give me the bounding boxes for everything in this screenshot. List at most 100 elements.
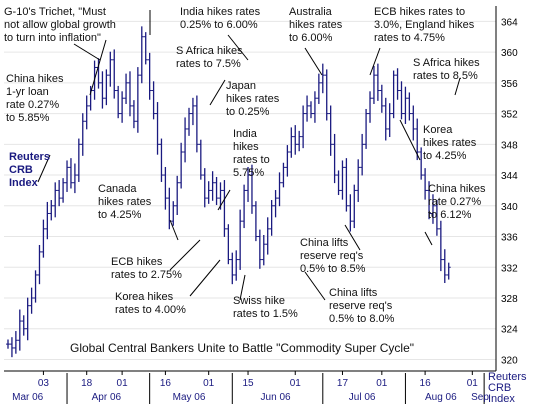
annotation-text: China hikes 1-yr loan rate 0.27% to 5.85% bbox=[6, 73, 64, 124]
price-bar bbox=[337, 170, 341, 195]
annotation-text: Japan hikes rates to 0.25% bbox=[226, 80, 280, 118]
price-bar bbox=[325, 69, 329, 120]
y-tick-label: 356 bbox=[501, 79, 518, 90]
price-bar bbox=[297, 131, 301, 151]
price-bar bbox=[112, 49, 116, 98]
price-bar bbox=[392, 71, 396, 119]
y-tick-label: 344 bbox=[501, 171, 518, 182]
x-tick-label: 16 bbox=[420, 378, 432, 389]
x-tick-label: 15 bbox=[242, 378, 254, 389]
price-bar bbox=[376, 64, 380, 101]
annotation-leader bbox=[170, 240, 200, 270]
y-tick-labels: 320324328332336340344348352356360364 bbox=[501, 17, 518, 366]
price-bar bbox=[226, 224, 230, 264]
price-bar bbox=[163, 167, 167, 210]
month-label: May 06 bbox=[173, 392, 206, 403]
price-bar bbox=[368, 91, 372, 123]
annotation-leader bbox=[425, 232, 432, 245]
y-tick-label: 364 bbox=[501, 17, 518, 28]
y-tick-label: 360 bbox=[501, 48, 518, 59]
price-bar bbox=[57, 180, 61, 206]
annotation-text: Korea hikes rates to 4.00% bbox=[115, 291, 186, 316]
price-bar bbox=[61, 178, 65, 203]
price-bar bbox=[97, 58, 101, 88]
price-bar bbox=[156, 102, 160, 155]
y-tick-label: 328 bbox=[501, 294, 518, 305]
annotation-text: China hikes rate 0.27% to 6.12% bbox=[428, 183, 486, 221]
annotation-text: Swiss hike rates to 1.5% bbox=[233, 295, 298, 320]
price-bar bbox=[65, 160, 69, 192]
annotation-text: China lifts reserve req's 0.5% to 8.0% bbox=[329, 287, 395, 325]
price-bar bbox=[203, 168, 207, 207]
annotation-text: Australia hikes rates to 6.00% bbox=[289, 6, 343, 44]
price-bar bbox=[423, 168, 427, 200]
price-bar bbox=[128, 71, 132, 116]
price-bar bbox=[45, 202, 49, 239]
price-bar bbox=[41, 220, 45, 258]
price-bar bbox=[183, 117, 187, 162]
price-bar bbox=[171, 201, 175, 226]
price-bar bbox=[344, 158, 348, 211]
price-bar bbox=[352, 185, 356, 228]
month-label: Sep bbox=[471, 392, 489, 403]
price-bar bbox=[144, 32, 148, 64]
x-tick-labels: 03 18 01 16 01 15 01 17 01 16 01 bbox=[38, 378, 478, 389]
price-bar bbox=[148, 53, 152, 100]
y-tick-label: 320 bbox=[501, 355, 518, 366]
price-bar bbox=[293, 125, 297, 155]
price-bar bbox=[301, 106, 305, 149]
price-bar bbox=[69, 158, 73, 188]
price-bar bbox=[238, 210, 242, 270]
price-bar bbox=[242, 185, 246, 228]
price-bar bbox=[49, 200, 53, 220]
price-bar bbox=[309, 101, 313, 118]
price-bar bbox=[26, 298, 30, 341]
price-bar bbox=[278, 172, 282, 206]
month-label: Aug 06 bbox=[425, 392, 457, 403]
annotation-text: S Africa hikes rates to 8.5% bbox=[413, 57, 480, 82]
price-bar bbox=[132, 100, 136, 128]
price-bar bbox=[140, 26, 144, 83]
price-bar bbox=[364, 109, 368, 149]
price-bar bbox=[360, 134, 364, 175]
x-tick-label: 01 bbox=[376, 378, 388, 389]
annotation-text: India hikes rates to 5.75% bbox=[233, 128, 270, 179]
price-bar bbox=[211, 171, 215, 201]
price-bar bbox=[289, 127, 293, 157]
annotation-leader bbox=[190, 260, 220, 296]
price-bar bbox=[317, 74, 321, 104]
price-bar bbox=[333, 134, 337, 183]
price-bar bbox=[396, 68, 400, 100]
price-bar bbox=[403, 87, 407, 124]
price-bar bbox=[73, 164, 77, 194]
price-bar bbox=[407, 92, 411, 120]
price-bar bbox=[348, 194, 352, 231]
price-bar bbox=[321, 64, 325, 94]
month-label: Jun 06 bbox=[261, 392, 291, 403]
axis-corner-label: Reuters CRB Index bbox=[488, 371, 527, 405]
price-bar bbox=[30, 288, 34, 314]
y-tick-label: 352 bbox=[501, 110, 518, 121]
price-bar bbox=[14, 331, 18, 354]
annotation-text: India hikes rates 0.25% to 6.00% bbox=[180, 6, 261, 31]
price-bar bbox=[104, 69, 108, 105]
x-tick-label: 18 bbox=[81, 378, 93, 389]
annotation-text: G-10's Trichet, "Must not allow global gr… bbox=[4, 6, 116, 44]
price-bar bbox=[313, 91, 317, 123]
x-tick-label: 03 bbox=[38, 378, 50, 389]
annotation-text: ECB hikes rates to 2.75% bbox=[111, 256, 182, 281]
annotation-text: S Africa hikes rates to 7.5% bbox=[176, 45, 243, 70]
annotation-leader bbox=[210, 80, 225, 105]
price-bar bbox=[266, 217, 270, 254]
price-bar bbox=[199, 140, 203, 180]
price-bar bbox=[234, 250, 238, 280]
x-tick-label: 01 bbox=[467, 378, 479, 389]
price-bar bbox=[380, 85, 384, 113]
price-bar bbox=[22, 315, 26, 335]
price-bar bbox=[356, 159, 360, 202]
price-bar bbox=[222, 180, 226, 237]
y-tick-label: 324 bbox=[501, 325, 518, 336]
price-bar bbox=[274, 190, 278, 217]
